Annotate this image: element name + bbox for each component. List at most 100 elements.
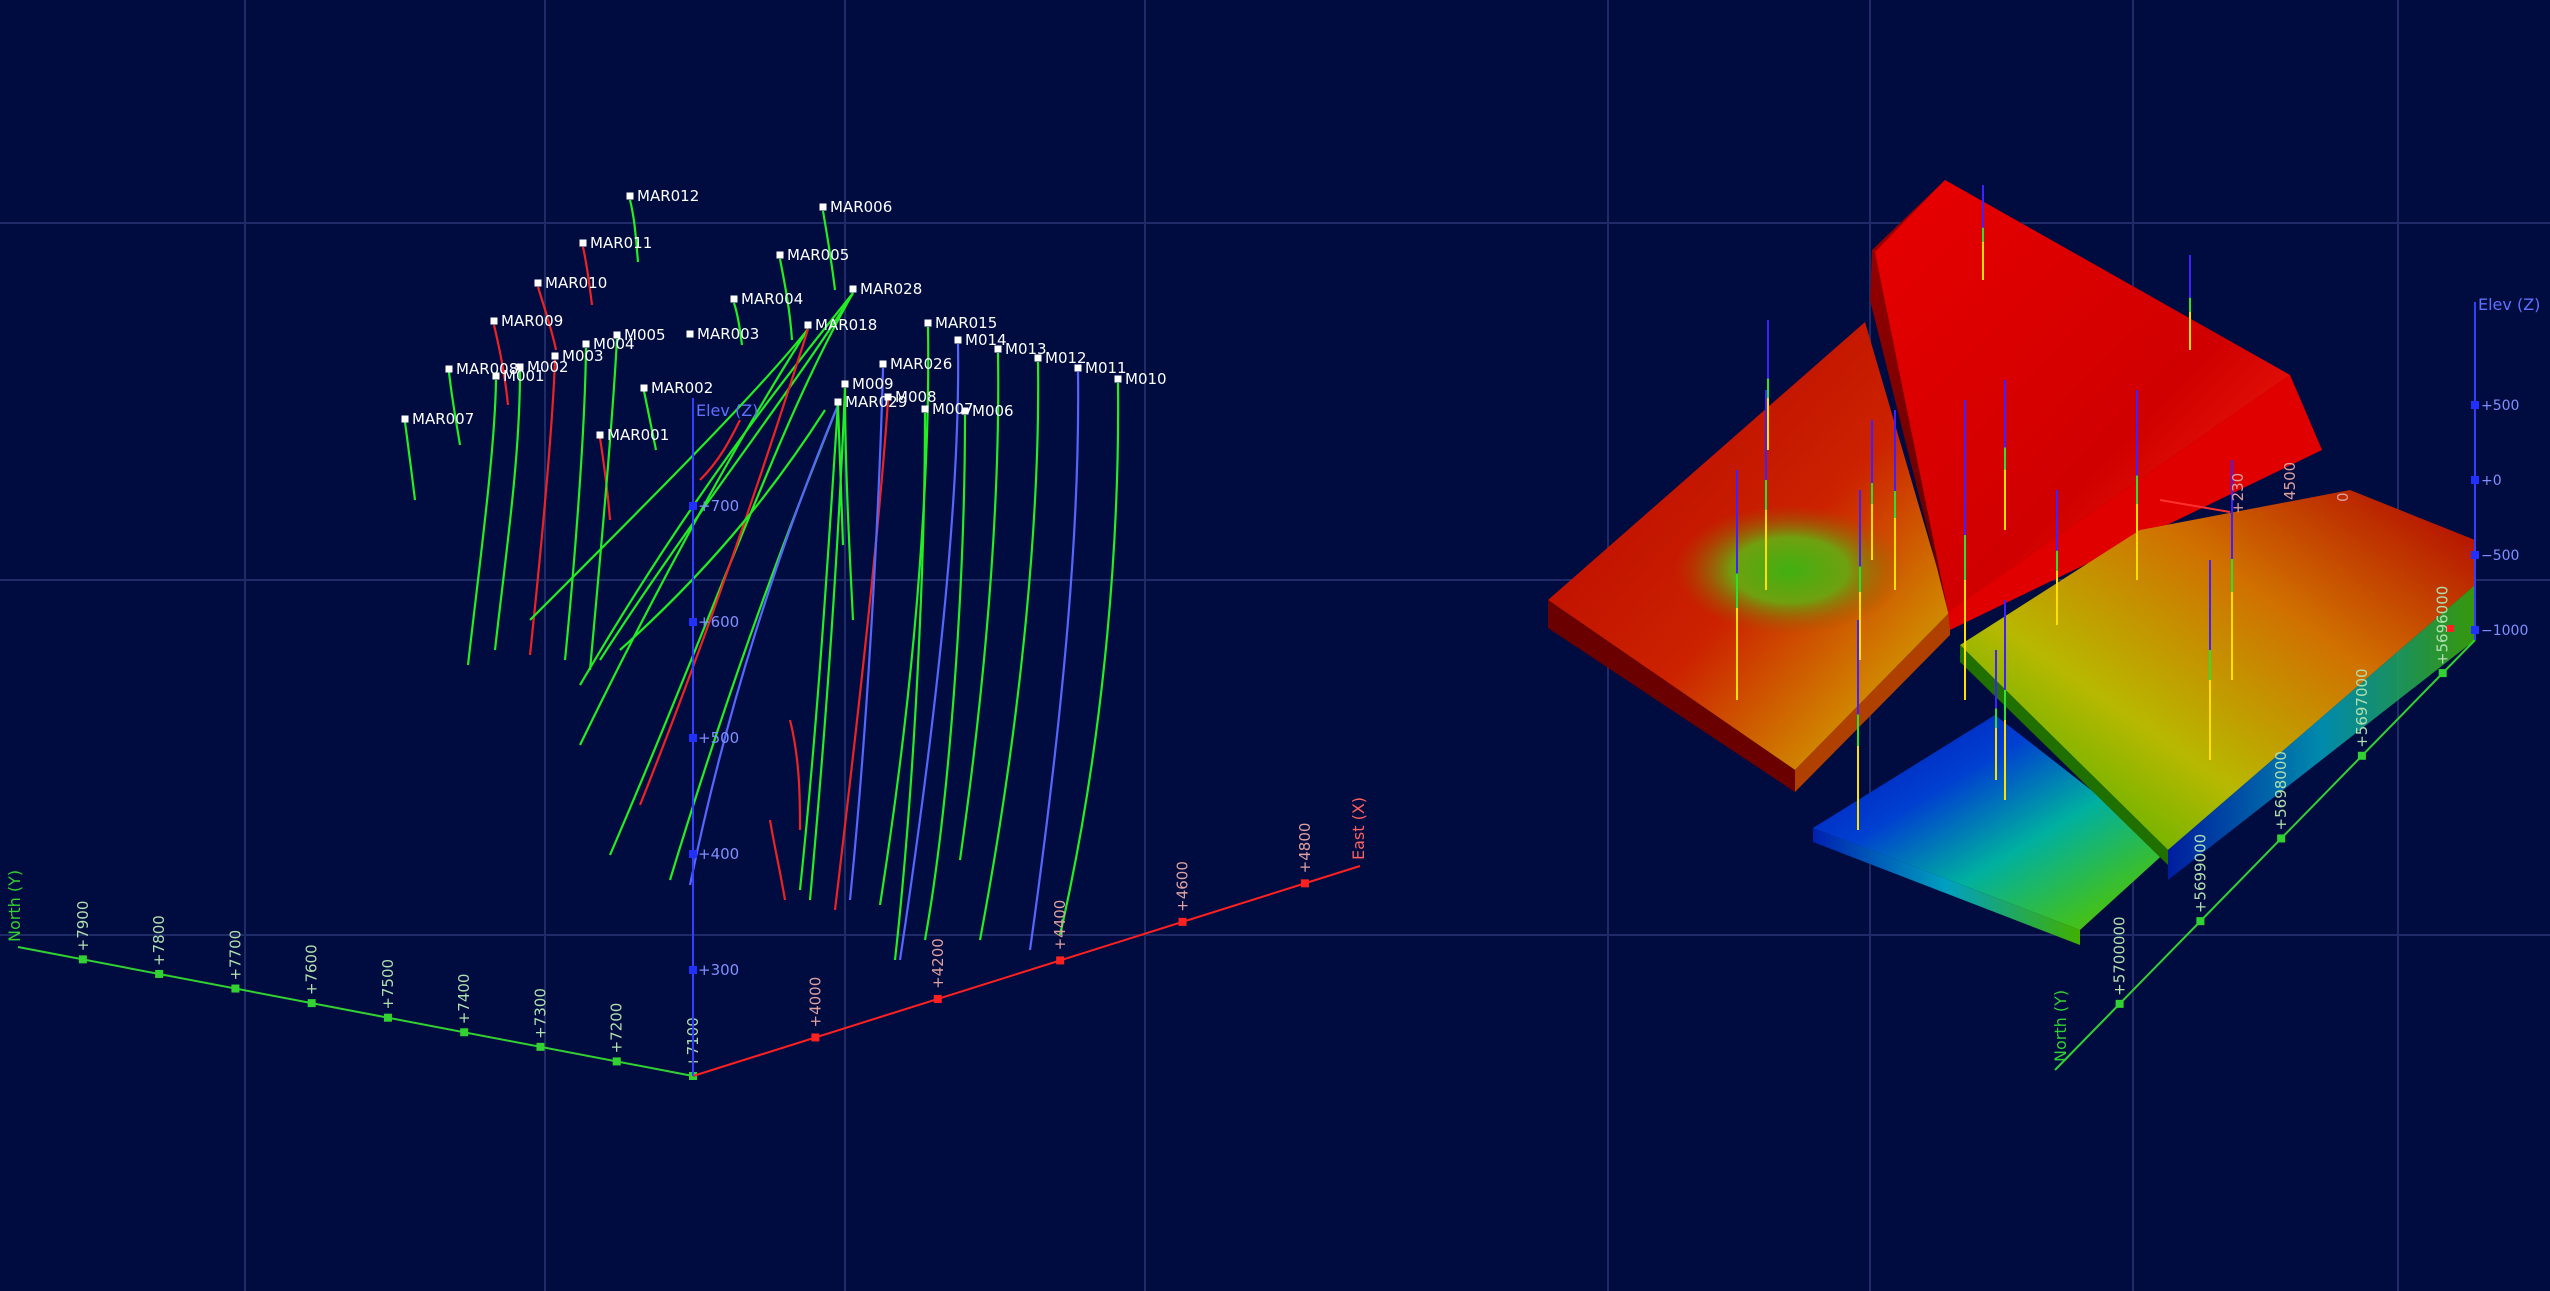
collar-marker[interactable] [954, 336, 962, 344]
collar-marker[interactable] [776, 251, 784, 259]
collar-marker[interactable] [613, 331, 621, 339]
drillhole-trace[interactable] [608, 292, 854, 856]
collar-mar006[interactable]: MAR006 [819, 198, 893, 216]
drillhole-trace[interactable] [563, 347, 588, 661]
collar-m004[interactable]: M004 [582, 335, 635, 353]
collar-marker[interactable] [596, 431, 604, 439]
collar-marker[interactable] [626, 192, 634, 200]
drillhole-trace[interactable] [403, 421, 417, 501]
collar-marker[interactable] [492, 372, 500, 380]
drillhole-trace[interactable] [528, 359, 557, 656]
drillhole-trace[interactable] [493, 370, 522, 651]
collar-marker[interactable] [401, 415, 409, 423]
drillhole-trace[interactable] [893, 412, 927, 961]
drillhole-trace[interactable] [638, 328, 810, 806]
drillhole-trace[interactable] [833, 399, 890, 911]
collar-m003[interactable]: M003 [551, 347, 604, 365]
drillhole-trace[interactable] [836, 404, 845, 546]
collar-marker[interactable] [994, 345, 1002, 353]
drillhole-trace[interactable] [878, 326, 930, 906]
collar-m010[interactable]: M010 [1114, 370, 1167, 388]
drillhole-trace[interactable] [668, 404, 840, 881]
collar-marker[interactable] [884, 393, 892, 401]
drillhole-trace[interactable] [581, 246, 594, 306]
drillhole-trace[interactable] [642, 390, 658, 451]
collar-mar026[interactable]: MAR026 [879, 355, 953, 373]
drillhole-trace[interactable] [808, 387, 847, 901]
drillhole-trace[interactable] [768, 819, 787, 901]
collar-marker[interactable] [961, 407, 969, 415]
collar-marker[interactable] [804, 321, 812, 329]
collar-mar028[interactable]: MAR028 [849, 280, 923, 298]
collar-marker[interactable] [490, 317, 498, 325]
collar-m014[interactable]: M014 [954, 331, 1007, 349]
drillhole-trace[interactable] [579, 328, 809, 746]
collar-marker[interactable] [841, 380, 849, 388]
collar-mar009[interactable]: MAR009 [490, 312, 564, 330]
collar-marker[interactable] [1074, 364, 1082, 372]
collar-mar012[interactable]: MAR012 [626, 187, 700, 205]
collar-mar005[interactable]: MAR005 [776, 246, 850, 264]
collar-marker[interactable] [1034, 354, 1042, 362]
drillhole-trace[interactable] [447, 371, 462, 446]
drillhole-traces[interactable] [403, 199, 1120, 961]
drillhole-trace[interactable] [958, 352, 1000, 861]
collar-mar004[interactable]: MAR004 [730, 290, 804, 308]
collar-marker[interactable] [534, 279, 542, 287]
collar-mar015[interactable]: MAR015 [924, 314, 998, 332]
drillhole-trace[interactable] [843, 387, 855, 621]
drillhole-trace[interactable] [466, 379, 498, 666]
collar-marker[interactable] [582, 340, 590, 348]
drillhole-trace[interactable] [529, 328, 809, 621]
collar-marker[interactable] [819, 203, 827, 211]
block-model-3d-view[interactable]: +5700000 +5699000 +5698000 +5697000 +5696000… [1548, 180, 2540, 1071]
collar-mar018[interactable]: MAR018 [804, 316, 878, 334]
drillhole-trace[interactable] [898, 343, 960, 961]
drillhole-trace[interactable] [821, 210, 837, 291]
collar-m002[interactable]: M002 [516, 358, 569, 376]
collar-markers[interactable]: MAR012 MAR006 MAR011 MAR005 MAR010 MAR004 MAR0… [401, 187, 1167, 444]
drillhole-trace[interactable] [619, 409, 826, 651]
drillhole-trace[interactable] [688, 404, 840, 886]
collar-marker[interactable] [849, 285, 857, 293]
collar-mar007[interactable]: MAR007 [401, 410, 475, 428]
drillhole-trace[interactable] [978, 361, 1040, 941]
drillhole-trace[interactable] [732, 302, 744, 346]
drillhole-trace[interactable] [788, 719, 802, 831]
collar-m005[interactable]: M005 [613, 326, 666, 344]
collar-marker[interactable] [516, 363, 524, 371]
drillhole-trace[interactable] [536, 286, 558, 351]
collar-mar010[interactable]: MAR010 [534, 274, 608, 292]
drillhole-3d-view[interactable]: +7900 +7800 +7700 +7600 +7500 +7400 +7300 +7200… [5, 187, 1368, 1080]
drillhole-trace[interactable] [699, 419, 741, 481]
collar-mar008[interactable]: MAR008 [445, 360, 519, 378]
collar-m008[interactable]: M008 [884, 388, 937, 406]
collar-marker[interactable] [879, 360, 887, 368]
drillhole-trace[interactable] [848, 367, 885, 901]
drillhole-trace[interactable] [798, 404, 840, 891]
collar-marker[interactable] [579, 239, 587, 247]
collar-m012[interactable]: M012 [1034, 349, 1087, 367]
drillhole-trace[interactable] [778, 258, 794, 341]
drillhole-trace[interactable] [1028, 371, 1080, 951]
drillhole-trace[interactable] [1058, 382, 1120, 936]
collar-mar002[interactable]: MAR002 [640, 379, 714, 397]
collar-marker[interactable] [1114, 375, 1122, 383]
collar-marker[interactable] [551, 352, 559, 360]
collar-mar003[interactable]: MAR003 [686, 325, 760, 343]
collar-marker[interactable] [921, 405, 929, 413]
collar-marker[interactable] [924, 319, 932, 327]
collar-marker[interactable] [445, 365, 453, 373]
collar-mar001[interactable]: MAR001 [596, 426, 670, 444]
drillhole-trace[interactable] [599, 292, 854, 661]
collar-mar011[interactable]: MAR011 [579, 234, 653, 252]
collar-marker[interactable] [730, 295, 738, 303]
drillhole-trace[interactable] [588, 338, 619, 671]
collar-mar029[interactable]: MAR029 [834, 393, 908, 411]
collar-m011[interactable]: M011 [1074, 359, 1127, 377]
collar-m001[interactable]: M001 [492, 367, 545, 385]
drillhole-trace[interactable] [923, 414, 967, 941]
collar-marker[interactable] [834, 398, 842, 406]
drillhole-trace[interactable] [628, 199, 640, 263]
collar-marker[interactable] [686, 330, 694, 338]
